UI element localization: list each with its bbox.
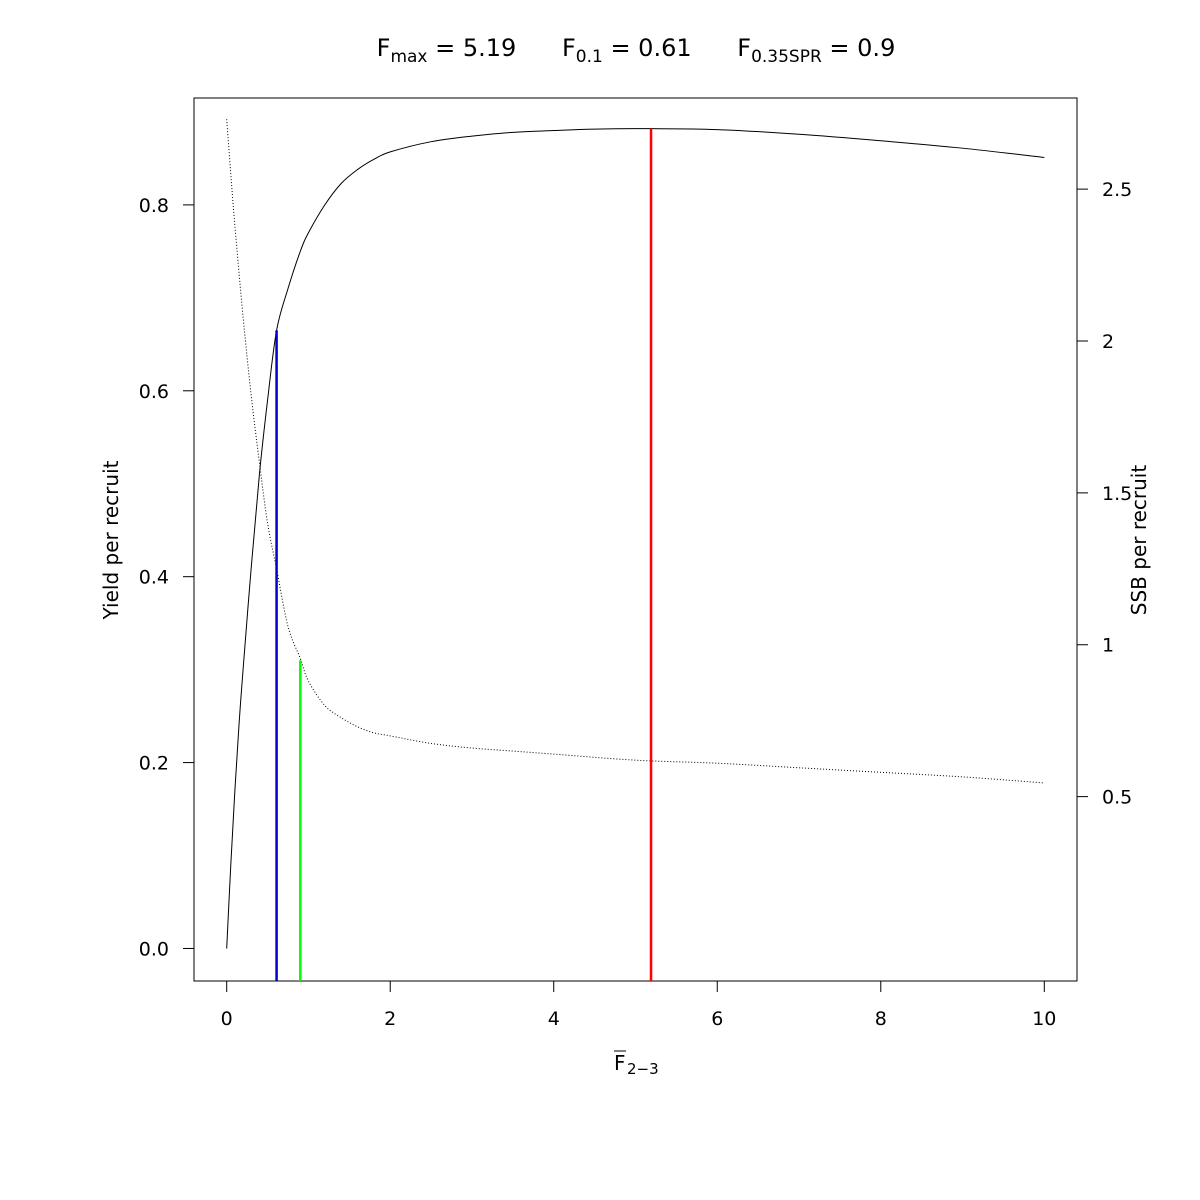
y-tick-label: 0.6: [139, 381, 169, 403]
x-axis-title-base: F: [614, 1051, 626, 1075]
y-tick-label: 0.4: [139, 567, 169, 589]
x-axis-title: F 2−3: [614, 1050, 659, 1078]
y2-tick-label: 1.5: [1102, 483, 1132, 505]
reference-lines: [275, 128, 653, 981]
chart-title: Fmax = 5.19 F0.1 = 0.61 F0.35SPR = 0.9: [377, 34, 896, 67]
y2-tick-label: 2: [1102, 331, 1114, 353]
x-tick-label: 6: [711, 1008, 723, 1030]
y-tick-label: 0.2: [139, 753, 169, 775]
y-tick-label: 0.8: [139, 195, 169, 217]
yield-per-recruit-line: [226, 128, 1045, 949]
x-tick-label: 2: [384, 1008, 396, 1030]
axes: 0 2 4 6 8 10 0.0 0.2 0.4 0.6 0.8 0.5 1 1.5 2 2.5: [139, 179, 1132, 1030]
title-part-f01: F0.1 = 0.61: [562, 34, 692, 67]
x-tick-label: 0: [221, 1008, 233, 1030]
title-part-f035spr: F0.35SPR = 0.9: [737, 34, 895, 67]
title-part-fmax: Fmax = 5.19: [377, 34, 517, 67]
x-tick-label: 4: [548, 1008, 560, 1030]
x-tick-label: 8: [875, 1008, 887, 1030]
y-axis-title: Yield per recruit: [99, 460, 123, 620]
x-tick-label: 10: [1032, 1008, 1056, 1030]
y2-tick-label: 1: [1102, 635, 1114, 657]
y-tick-label: 0.0: [139, 938, 169, 960]
y2-tick-label: 0.5: [1102, 787, 1132, 809]
x-axis-title-sub: 2−3: [627, 1060, 659, 1078]
series: [226, 119, 1045, 949]
y2-axis-title: SSB per recruit: [1127, 465, 1151, 616]
y2-tick-label: 2.5: [1102, 179, 1132, 201]
